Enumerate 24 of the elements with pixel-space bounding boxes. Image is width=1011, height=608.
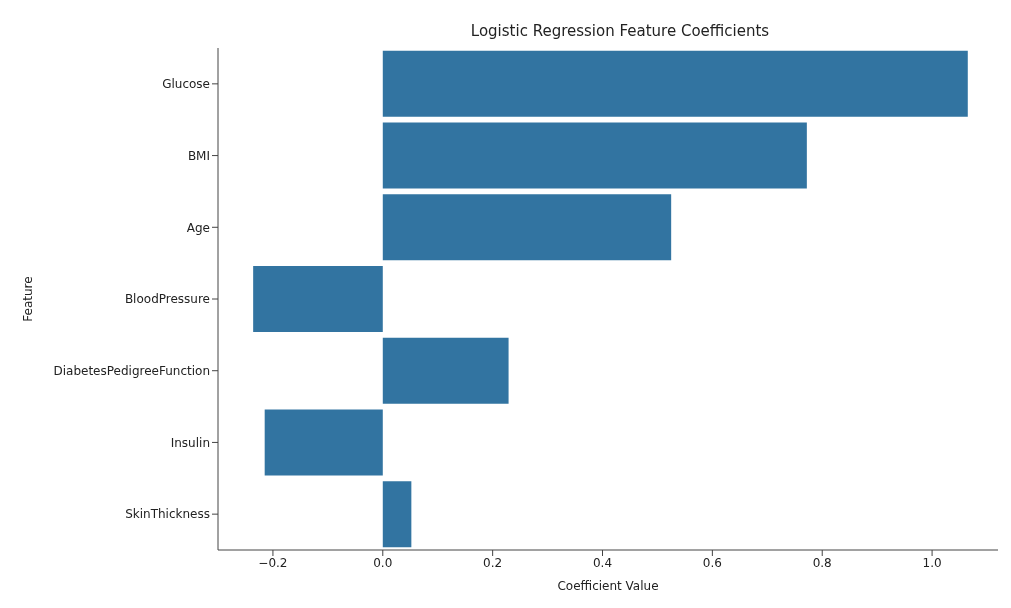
- y-tick-label: SkinThickness: [125, 507, 210, 522]
- bar: [382, 194, 672, 261]
- y-tick-label: Age: [186, 220, 210, 235]
- x-tick-label: −0.2: [258, 555, 288, 570]
- x-tick-label: 0.2: [483, 555, 503, 570]
- y-axis-title: Feature: [21, 276, 36, 322]
- x-tick-label: 1.0: [922, 555, 942, 570]
- chart-title: Logistic Regression Feature Coefficients: [469, 22, 771, 40]
- x-tick-label: 0.4: [592, 555, 613, 570]
- bar: [382, 122, 807, 189]
- y-tick-label: Insulin: [170, 435, 210, 450]
- x-tick-label: 0.6: [702, 555, 722, 570]
- x-tick-label: 0.0: [373, 555, 393, 570]
- bar: [253, 266, 383, 333]
- bar: [382, 50, 968, 117]
- y-tick-label: BloodPressure: [124, 292, 210, 307]
- x-axis-title: Coefficient Value: [557, 579, 659, 593]
- y-tick-label: Glucose: [162, 77, 210, 92]
- bar: [264, 409, 383, 476]
- bar: [382, 337, 509, 404]
- y-tick-label: BMI: [187, 148, 210, 163]
- bar: [382, 481, 412, 548]
- x-tick-label: 0.8: [812, 555, 832, 570]
- y-tick-label: DiabetesPedigreeFunction: [53, 363, 210, 378]
